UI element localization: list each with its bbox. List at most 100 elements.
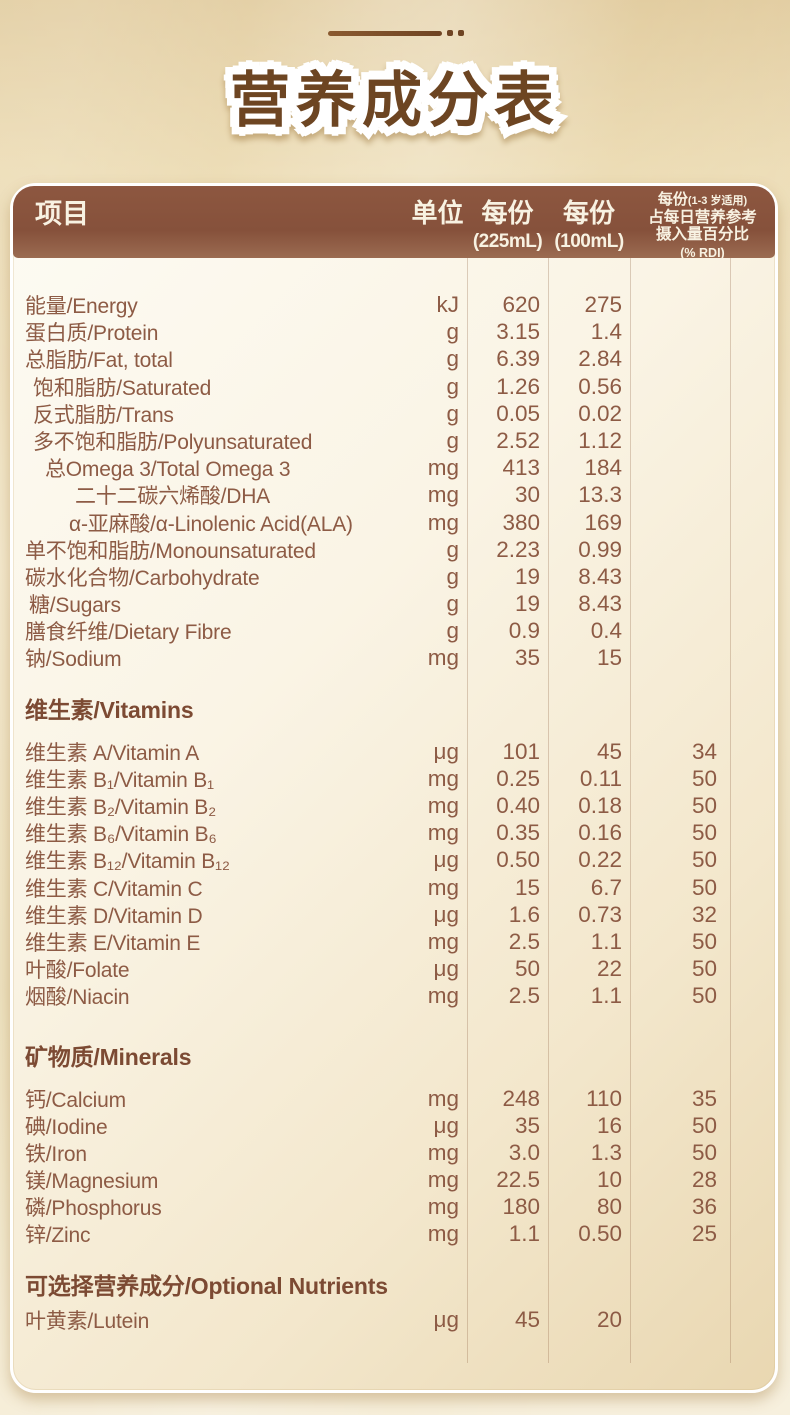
- ornament-dot: [447, 30, 453, 36]
- nutrient-unit: μg: [433, 738, 459, 764]
- value-per-100ml: 10: [596, 1167, 622, 1193]
- nutrient-label: 能量/Energy: [25, 295, 138, 318]
- value-per-100ml: 0.56: [578, 373, 622, 399]
- value-per-100ml: 0.50: [578, 1221, 622, 1247]
- table-row: 总Omega 3/Total Omega 3 mg 413 184: [13, 453, 775, 482]
- rdi-header-line4: (% RDI): [680, 245, 725, 260]
- nutrient-unit: mg: [427, 874, 459, 900]
- value-per-100ml: 1.1: [590, 928, 622, 954]
- nutrient-unit: mg: [427, 793, 459, 818]
- column-header-unit: 单位: [411, 198, 464, 228]
- value-rdi-percent: 36: [691, 1194, 717, 1220]
- rdi-header-line2: 占每日营养参考: [648, 208, 757, 226]
- per-225ml-amount: (225mL): [472, 231, 543, 253]
- table-row: 维生素 B₁/Vitamin B₁ mg 0.25 0.11 50: [13, 764, 775, 792]
- value-per-100ml: 0.22: [578, 847, 622, 873]
- table-row: α-亚麻酸/α-Linolenic Acid(ALA) mg 380 169: [13, 508, 775, 536]
- nutrient-label: 铁/Iron: [25, 1142, 87, 1166]
- table-row: 二十二碳六烯酸/DHA mg 30 13.3: [13, 480, 775, 508]
- nutrient-unit: g: [446, 591, 459, 617]
- table-row: 钠/Sodium mg 35 15: [13, 643, 775, 672]
- nutrient-unit: μg: [433, 847, 459, 873]
- table-row: 叶酸/Folate μg 50 22 50: [13, 954, 775, 982]
- nutrient-label: 维生素 B₆/Vitamin B₆: [25, 823, 217, 847]
- column-header-per-100ml: 每份 (100mL): [548, 186, 630, 260]
- value-per-100ml: 1.3: [590, 1139, 622, 1165]
- nutrient-unit: mg: [427, 765, 459, 791]
- table-row: 维生素 E/Vitamin E mg 2.5 1.1 50: [13, 927, 775, 955]
- value-per-225ml: 2.52: [496, 427, 540, 453]
- value-rdi-percent: 50: [691, 1112, 717, 1138]
- table-section: 能量/Energy kJ 620 275 蛋白质/Protein g 3.15 …: [13, 290, 775, 671]
- column-header-rdi: 每份 (1-3 岁适用) 占每日营养参考 摄入量百分比 (% RDI): [630, 186, 775, 260]
- value-per-100ml: 6.7: [590, 874, 622, 900]
- table-row: 钙/Calcium mg 248 110 35: [13, 1084, 775, 1112]
- table-row: 烟酸/Niacin mg 2.5 1.1 50: [13, 981, 775, 1009]
- value-per-100ml: 8.43: [578, 563, 622, 589]
- nutrient-unit: mg: [427, 1221, 459, 1247]
- section-heading: 可选择营养成分/Optional Nutrients: [25, 1272, 388, 1299]
- nutrient-unit: mg: [427, 1194, 459, 1220]
- nutrient-unit: g: [446, 536, 459, 562]
- table-section: 维生素/Vitamins 维生素 A/Vitamin A μg 101 45 3…: [13, 695, 775, 1010]
- nutrient-label: 维生素 B₁₂/Vitamin B₁₂: [25, 850, 230, 874]
- nutrient-unit: g: [446, 563, 459, 589]
- value-per-100ml: 20: [596, 1306, 622, 1332]
- value-per-100ml: 0.02: [578, 400, 622, 426]
- nutrient-label: 反式脂肪/Trans: [33, 403, 174, 427]
- nutrient-label: 维生素 A/Vitamin A: [25, 741, 200, 765]
- value-per-225ml: 2.23: [496, 536, 540, 562]
- nutrient-unit: mg: [427, 983, 459, 1009]
- rdi-header-line1: 每份 (1-3 岁适用): [657, 191, 747, 209]
- value-per-100ml: 1.1: [590, 983, 622, 1009]
- value-per-100ml: 16: [596, 1112, 622, 1138]
- value-rdi-percent: 50: [691, 820, 717, 846]
- value-per-225ml: 2.5: [508, 983, 540, 1009]
- section-rows: 叶黄素/Lutein μg 45 20: [13, 1305, 775, 1333]
- nutrient-unit: mg: [427, 928, 459, 954]
- value-per-100ml: 275: [584, 292, 622, 317]
- value-per-225ml: 19: [514, 591, 540, 617]
- nutrient-unit: g: [446, 346, 459, 372]
- value-per-100ml: 45: [596, 738, 622, 764]
- table-row: 维生素 D/Vitamin D μg 1.6 0.73 32: [13, 900, 775, 928]
- table-row: 铁/Iron mg 3.0 1.3 50: [13, 1138, 775, 1166]
- value-per-100ml: 169: [584, 509, 622, 535]
- table-row: 维生素 B₆/Vitamin B₆ mg 0.35 0.16 50: [13, 818, 775, 847]
- value-per-225ml: 0.9: [508, 618, 540, 644]
- nutrient-label: 饱和脂肪/Saturated: [33, 376, 212, 400]
- value-per-225ml: 380: [502, 509, 540, 535]
- nutrition-table-body: 能量/Energy kJ 620 275 蛋白质/Protein g 3.15 …: [13, 258, 775, 1333]
- value-per-225ml: 45: [514, 1306, 540, 1332]
- value-per-225ml: 19: [514, 563, 540, 589]
- nutrient-label: 糖/Sugars: [29, 594, 121, 618]
- value-per-225ml: 0.25: [496, 765, 540, 791]
- rdi-per-serving: 每份: [657, 191, 688, 208]
- value-per-225ml: 1.26: [496, 373, 540, 399]
- nutrient-unit: μg: [433, 1112, 459, 1138]
- value-per-225ml: 50: [514, 956, 540, 982]
- nutrient-label: 钠/Sodium: [25, 648, 122, 672]
- nutrient-label: 总Omega 3/Total Omega 3: [45, 458, 291, 482]
- nutrient-label: 维生素 C/Vitamin C: [25, 877, 203, 901]
- nutrient-unit: mg: [427, 509, 459, 535]
- value-per-225ml: 1.6: [508, 901, 540, 927]
- nutrient-label: 碘/Iodine: [25, 1115, 108, 1139]
- value-per-100ml: 13.3: [578, 482, 622, 508]
- value-per-225ml: 22.5: [496, 1167, 540, 1193]
- value-rdi-percent: 28: [691, 1167, 717, 1193]
- value-per-225ml: 1.1: [508, 1221, 540, 1247]
- per-225ml-label: 每份: [481, 198, 534, 228]
- value-rdi-percent: 34: [691, 738, 717, 764]
- value-per-225ml: 413: [502, 455, 540, 481]
- nutrient-label: 锌/Zinc: [25, 1224, 91, 1248]
- nutrient-label: 总脂肪/Fat, total: [25, 349, 173, 373]
- nutrient-label: 镁/Magnesium: [25, 1170, 159, 1194]
- nutrient-label: 维生素 D/Vitamin D: [25, 904, 203, 928]
- value-per-225ml: 2.5: [508, 928, 540, 954]
- table-row: 碘/Iodine μg 35 16 50: [13, 1111, 775, 1139]
- table-row: 镁/Magnesium mg 22.5 10 28: [13, 1165, 775, 1194]
- value-rdi-percent: 50: [691, 983, 717, 1009]
- value-per-100ml: 0.11: [579, 765, 622, 791]
- nutrient-label: α-亚麻酸/α-Linolenic Acid(ALA): [69, 512, 353, 536]
